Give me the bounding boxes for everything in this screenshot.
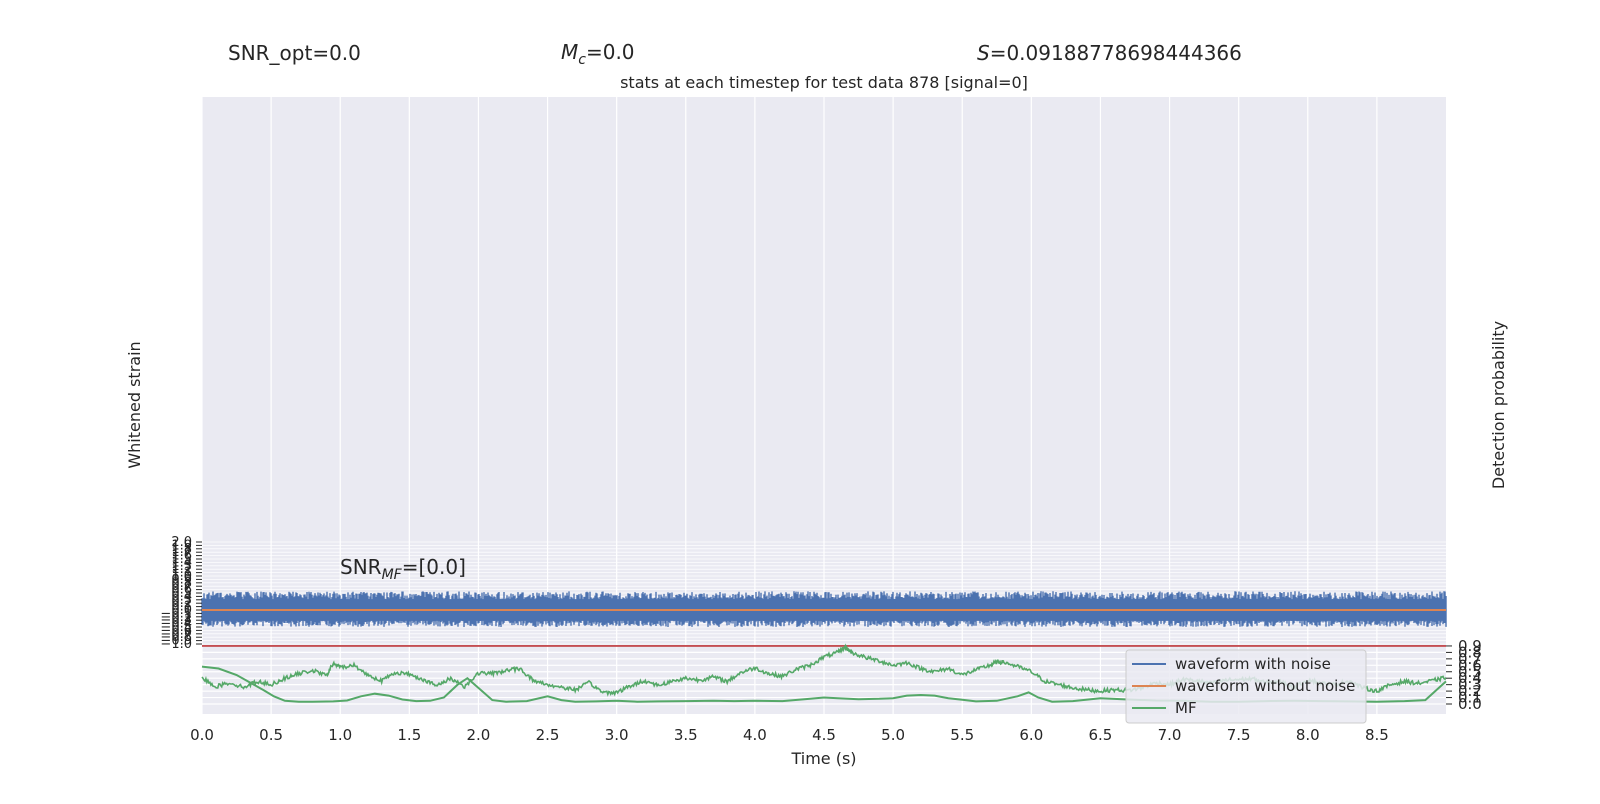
x-tick-label: 1.5 xyxy=(397,726,421,744)
mc-label: Mc=0.0 xyxy=(561,40,635,68)
left-axis-ticks: −1.0−0.9−0.8−0.7−0.6−0.5−0.4−0.3−0.2−0.1… xyxy=(160,535,202,652)
x-tick-label: 0.0 xyxy=(190,726,214,744)
x-tick-label: 4.0 xyxy=(743,726,767,744)
x-tick-label: 5.5 xyxy=(950,726,974,744)
left-tick-label: 0.3 xyxy=(171,593,192,608)
legend-label-noisy: waveform with noise xyxy=(1175,655,1331,673)
legend-label-mf: MF xyxy=(1175,699,1197,717)
right-tick-label: 0.2 xyxy=(1458,682,1482,700)
left-tick-label: 1.0 xyxy=(171,569,192,584)
left-tick-label: −0.2 xyxy=(160,610,192,625)
x-tick-label: 8.0 xyxy=(1296,726,1320,744)
left-tick-label: 1.5 xyxy=(171,552,192,567)
x-tick-label: 3.5 xyxy=(674,726,698,744)
left-tick-label: 0.2 xyxy=(171,596,192,611)
left-tick-label: 0.4 xyxy=(171,589,192,604)
left-tick-label: 0.0 xyxy=(171,603,192,618)
x-axis-ticks: 0.0 0.5 1.0 1.5 2.0 2.5 3.0 3.5 4.0 4.5 5.0 5.5 6.0 6… xyxy=(190,726,1389,744)
chart-title: stats at each timestep for test data 878… xyxy=(620,73,1028,92)
x-axis-label: Time (s) xyxy=(790,749,856,768)
left-tick-label: −0.7 xyxy=(160,627,192,642)
left-tick-label: −0.6 xyxy=(160,623,192,638)
right-tick-label: 0.0 xyxy=(1458,695,1482,713)
x-tick-label: 2.5 xyxy=(536,726,560,744)
s-label: S=0.09188778698444366 xyxy=(977,41,1242,65)
mc-subscript: c xyxy=(578,52,586,68)
x-tick-label: 3.0 xyxy=(605,726,629,744)
right-tick-label: 0.4 xyxy=(1458,669,1482,687)
right-tick-label: 0.9 xyxy=(1458,637,1482,655)
s-value: =0.09188778698444366 xyxy=(990,41,1242,65)
snr-opt-label: SNR_opt=0.0 xyxy=(228,41,361,65)
snr-mf-prefix: SNR xyxy=(340,555,382,579)
right-tick-label: 0.3 xyxy=(1458,676,1482,694)
left-tick-label: 1.3 xyxy=(171,559,192,574)
legend-box xyxy=(1125,649,1367,724)
left-tick-label: −1.0 xyxy=(160,637,192,652)
snr-mf-subscript: MF xyxy=(382,567,403,583)
x-tick-label: 1.0 xyxy=(328,726,352,744)
left-axis-label: Whitened strain xyxy=(125,341,144,468)
left-tick-label: −0.4 xyxy=(160,617,192,632)
right-tick-label: 0.6 xyxy=(1458,656,1482,674)
right-axis-ticks: 0.00.10.20.30.40.50.60.70.80.9 xyxy=(1446,637,1482,713)
left-tick-label: −0.9 xyxy=(160,634,192,649)
mc-symbol: M xyxy=(561,40,578,64)
x-tick-label: 0.5 xyxy=(259,726,283,744)
mc-value: =0.0 xyxy=(586,40,635,64)
left-tick-label: 1.6 xyxy=(171,549,192,564)
left-tick-label: 0.9 xyxy=(171,572,192,587)
left-tick-label: 1.4 xyxy=(171,555,192,570)
left-tick-label: 2.0 xyxy=(171,535,192,550)
left-tick-label: 1.2 xyxy=(171,562,192,577)
left-tick-label: 0.8 xyxy=(171,576,192,591)
left-tick-label: −0.3 xyxy=(160,613,192,628)
left-tick-label: 1.1 xyxy=(171,566,192,581)
right-tick-label: 0.1 xyxy=(1458,689,1482,707)
left-tick-label: 0.5 xyxy=(171,586,192,601)
x-tick-label: 8.5 xyxy=(1365,726,1389,744)
left-tick-label: 1.8 xyxy=(171,542,192,557)
s-symbol: S xyxy=(977,41,990,65)
left-tick-label: 0.1 xyxy=(171,600,192,615)
right-tick-label: 0.7 xyxy=(1458,650,1482,668)
x-tick-label: 7.0 xyxy=(1158,726,1182,744)
right-tick-label: 0.8 xyxy=(1458,643,1482,661)
x-tick-label: 6.0 xyxy=(1019,726,1043,744)
x-tick-label: 6.5 xyxy=(1089,726,1113,744)
snr-mf-label: SNRMF=[0.0] xyxy=(340,555,466,583)
left-tick-label: 1.7 xyxy=(171,545,192,560)
legend: waveform with noise waveform without noi… xyxy=(1125,649,1367,724)
left-tick-label: −0.1 xyxy=(160,606,192,621)
left-tick-label: 0.6 xyxy=(171,583,192,598)
left-tick-label: −0.8 xyxy=(160,630,192,645)
left-tick-label: 0.7 xyxy=(171,579,192,594)
x-tick-label: 5.0 xyxy=(881,726,905,744)
x-tick-label: 4.5 xyxy=(812,726,836,744)
x-tick-label: 2.0 xyxy=(467,726,491,744)
left-tick-label: −0.5 xyxy=(160,620,192,635)
right-tick-label: 0.5 xyxy=(1458,663,1482,681)
legend-label-clean: waveform without noise xyxy=(1175,677,1355,695)
snr-mf-value: =[0.0] xyxy=(402,555,466,579)
x-tick-label: 7.5 xyxy=(1227,726,1251,744)
left-tick-label: 1.9 xyxy=(171,538,192,553)
right-axis-label: Detection probability xyxy=(1489,321,1508,489)
